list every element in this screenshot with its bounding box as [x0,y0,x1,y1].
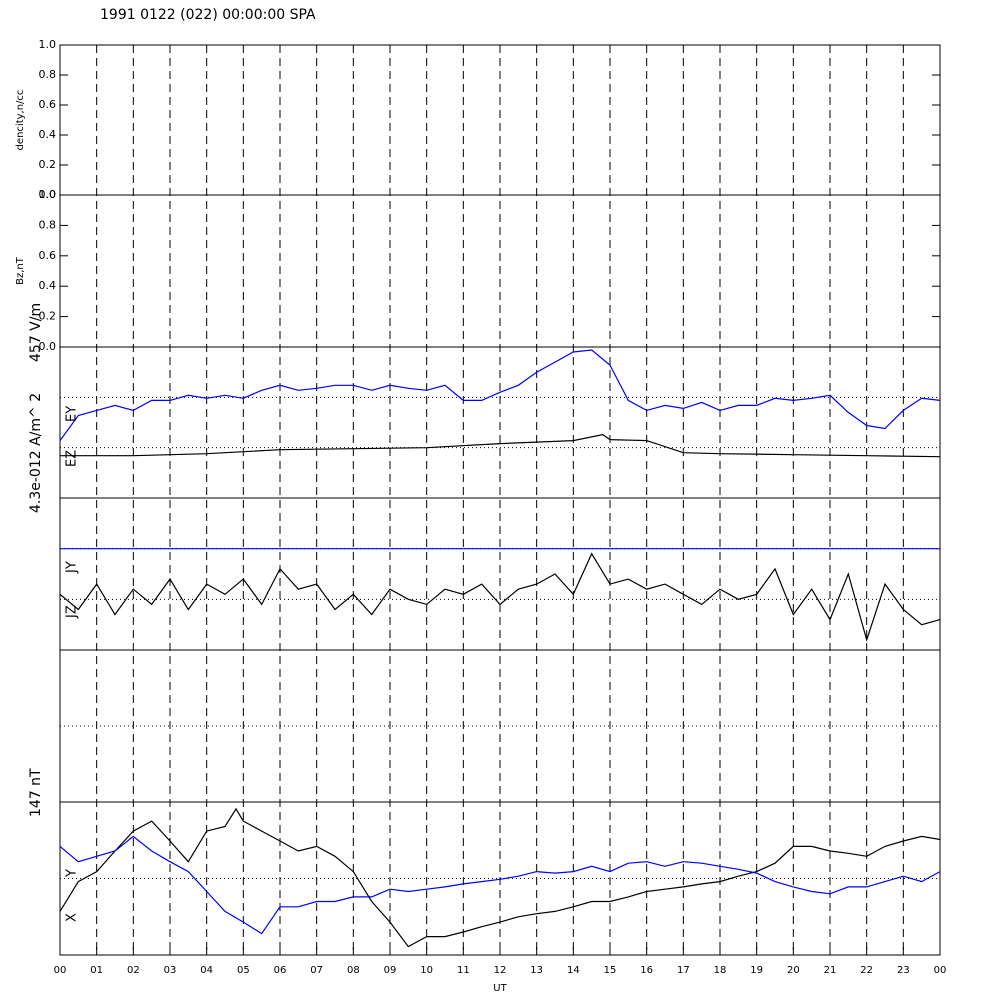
title: 1991 0122 (022) 00:00:00 SPA [100,7,316,23]
x-tick-label: 00 [54,965,67,976]
x-tick-label: 07 [310,965,323,976]
data-line [59,349,941,441]
data-line [59,807,941,948]
x-tick-label: 00 [934,965,947,976]
y-tick-label: 0.4 [39,128,57,141]
y-tick-label: 0.6 [39,98,57,111]
x-tick-label: 22 [860,965,873,976]
y-tick-label: 0.8 [39,218,57,231]
y-tick-label: 0.2 [39,158,57,171]
y-axis-label: 4.3e-012 A/m^ 2 [28,393,44,513]
series-label: Y [65,869,80,878]
series-label: JZ [65,605,80,619]
y-tick-label: 0.2 [39,310,57,323]
x-tick-label: 16 [640,965,653,976]
x-tick-label: 19 [750,965,763,976]
panel-frame [59,44,941,196]
x-tick-label: 17 [677,965,690,976]
x-tick-label: 18 [714,965,727,976]
y-tick-label: 0.6 [39,249,57,262]
x-tick-label: 12 [494,965,507,976]
y-axis-label: dencity,n/cc [15,90,26,151]
x-tick-label: 04 [200,965,213,976]
x-tick-label: 08 [347,965,360,976]
y-axis-label: Bz,nT [15,256,26,285]
x-axis-label: UT [493,983,507,994]
x-tick-label: 09 [384,965,397,976]
data-line [60,433,941,458]
y-tick-label: 1.0 [39,38,57,51]
series-label: JY [65,561,80,574]
x-tick-label: 10 [420,965,433,976]
x-tick-label: 15 [604,965,617,976]
x-tick-label: 13 [530,965,543,976]
series-label: X [65,913,80,922]
series-label: EY [65,406,80,422]
y-tick-label: 0.0 [39,188,57,201]
y-tick-label: 0.4 [39,279,57,292]
data-line [59,835,941,935]
y-tick-label: 0.0 [39,340,57,353]
x-tick-label: 01 [90,965,103,976]
x-tick-label: 23 [897,965,910,976]
y-axis-label: 147 nT [28,768,44,817]
y-tick-label: 0.8 [39,68,57,81]
data-line [59,552,941,642]
x-tick-label: 05 [237,965,250,976]
x-tick-label: 03 [164,965,177,976]
y-axis-label: 457 V/m [28,303,44,362]
x-tick-label: 14 [567,965,580,976]
y-tick-label: 1.0 [39,188,57,201]
x-tick-label: 06 [274,965,287,976]
x-tick-label: 21 [824,965,837,976]
x-tick-label: 20 [787,965,800,976]
x-tick-label: 11 [457,965,470,976]
series-label: EZ [65,450,80,467]
x-tick-label: 02 [127,965,140,976]
